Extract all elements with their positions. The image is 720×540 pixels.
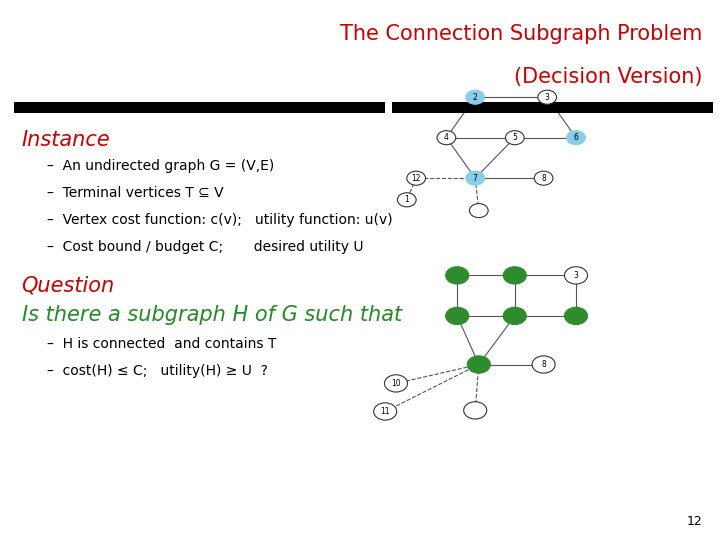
Text: 4: 4 — [444, 133, 449, 142]
Text: –  H is connected  and contains T: – H is connected and contains T — [47, 338, 276, 352]
Text: 7: 7 — [473, 174, 477, 183]
Circle shape — [564, 307, 588, 325]
Circle shape — [407, 171, 426, 185]
Circle shape — [466, 90, 485, 104]
Text: –  Cost bound / budget C;       desired utility U: – Cost bound / budget C; desired utility… — [47, 240, 364, 254]
Text: (Decision Version): (Decision Version) — [513, 68, 702, 87]
Circle shape — [446, 267, 469, 284]
Text: Is there a subgraph H of G such that: Is there a subgraph H of G such that — [22, 305, 402, 325]
Text: 12: 12 — [411, 174, 421, 183]
Circle shape — [503, 267, 526, 284]
Circle shape — [374, 403, 397, 420]
Bar — [14, 102, 385, 113]
Circle shape — [437, 131, 456, 145]
Text: 10: 10 — [391, 379, 401, 388]
Circle shape — [503, 307, 526, 325]
Circle shape — [564, 267, 588, 284]
Text: 12: 12 — [686, 515, 702, 528]
Text: –  cost(H) ≤ C;   utility(H) ≥ U  ?: – cost(H) ≤ C; utility(H) ≥ U ? — [47, 364, 268, 379]
Text: 8: 8 — [541, 174, 546, 183]
Circle shape — [446, 307, 469, 325]
Text: 1: 1 — [405, 195, 409, 204]
Circle shape — [567, 131, 585, 145]
Text: 11: 11 — [380, 407, 390, 416]
Text: 8: 8 — [541, 360, 546, 369]
Text: 3: 3 — [574, 271, 578, 280]
Text: Question: Question — [22, 275, 115, 295]
Text: 2: 2 — [473, 93, 477, 102]
Circle shape — [464, 402, 487, 419]
Circle shape — [505, 131, 524, 145]
Circle shape — [397, 193, 416, 207]
Circle shape — [384, 375, 408, 392]
Circle shape — [532, 356, 555, 373]
Circle shape — [534, 171, 553, 185]
Text: Instance: Instance — [22, 130, 110, 150]
Text: –  An undirected graph G = (V,E): – An undirected graph G = (V,E) — [47, 159, 274, 173]
Circle shape — [466, 171, 485, 185]
Text: The Connection Subgraph Problem: The Connection Subgraph Problem — [340, 24, 702, 44]
Text: –  Terminal vertices T ⊆ V: – Terminal vertices T ⊆ V — [47, 186, 223, 200]
Text: 6: 6 — [574, 133, 578, 142]
Text: –  Vertex cost function: c(v);   utility function: u(v): – Vertex cost function: c(v); utility fu… — [47, 213, 392, 227]
Text: 5: 5 — [513, 133, 517, 142]
Circle shape — [467, 356, 490, 373]
Bar — [392, 102, 713, 113]
Circle shape — [538, 90, 557, 104]
Text: 3: 3 — [545, 93, 549, 102]
Circle shape — [469, 204, 488, 218]
